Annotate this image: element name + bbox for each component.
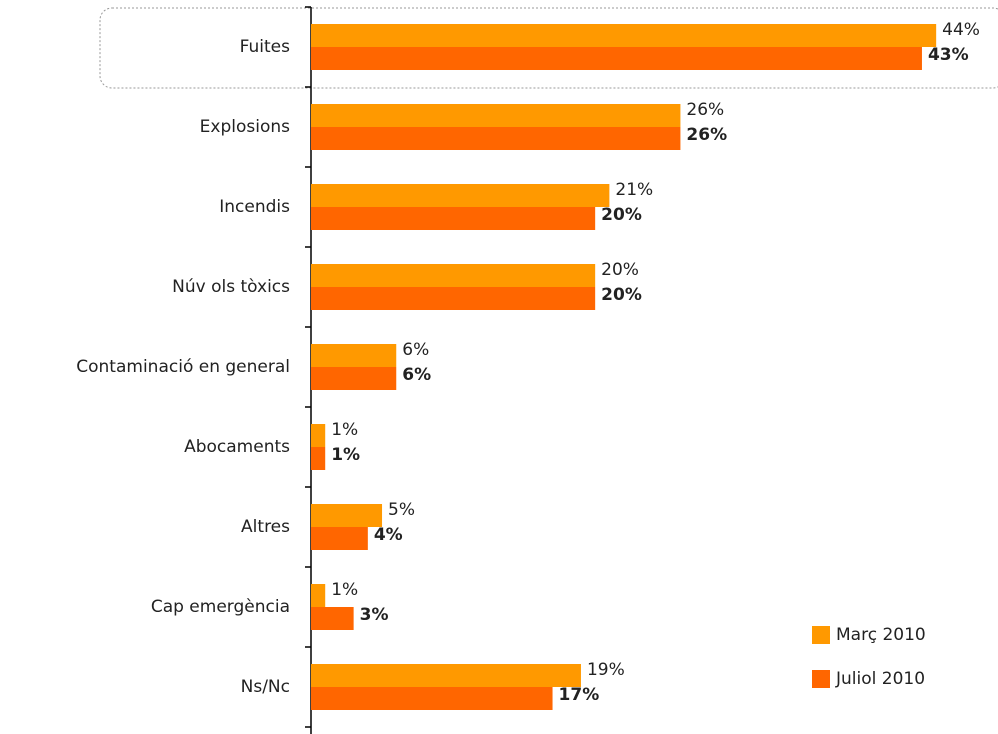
bar <box>311 287 596 310</box>
category-label: Fuites <box>240 37 290 57</box>
bar <box>311 607 354 630</box>
category-label: Cap emergència <box>151 597 290 617</box>
bar <box>311 664 581 687</box>
value-label: 20% <box>601 285 642 305</box>
legend-label: Març 2010 <box>836 625 926 645</box>
bar <box>311 104 681 127</box>
bar <box>311 584 326 607</box>
category-label: Incendis <box>219 197 290 217</box>
bar <box>311 367 397 390</box>
value-label: 1% <box>331 420 358 440</box>
bar <box>311 344 397 367</box>
legend-swatch <box>812 626 830 644</box>
bar <box>311 424 326 447</box>
bar <box>311 207 596 230</box>
value-label: 21% <box>615 180 653 200</box>
value-label: 20% <box>601 260 639 280</box>
bar <box>311 687 553 710</box>
value-label: 4% <box>374 525 403 545</box>
value-label: 1% <box>331 445 360 465</box>
highlight-box <box>99 7 998 89</box>
bar <box>311 47 922 70</box>
category-label: Ns/Nc <box>241 677 290 697</box>
legend-swatch <box>812 670 830 688</box>
value-label: 19% <box>587 660 625 680</box>
value-label: 5% <box>388 500 415 520</box>
category-label: Abocaments <box>184 437 290 457</box>
bar <box>311 527 368 550</box>
bar <box>311 127 681 150</box>
category-label: Explosions <box>200 117 290 137</box>
category-label: Contaminació en general <box>76 357 290 377</box>
value-label: 1% <box>331 580 358 600</box>
bar <box>311 504 383 527</box>
value-label: 43% <box>928 45 969 65</box>
value-label: 6% <box>402 365 431 385</box>
bar <box>311 447 326 470</box>
bar <box>311 24 937 47</box>
legend-label: Juliol 2010 <box>835 669 925 689</box>
value-label: 6% <box>402 340 429 360</box>
value-label: 44% <box>942 20 980 40</box>
value-label: 26% <box>686 125 727 145</box>
bar <box>311 264 596 287</box>
value-label: 17% <box>559 685 600 705</box>
value-label: 20% <box>601 205 642 225</box>
value-label: 26% <box>686 100 724 120</box>
bar <box>311 184 610 207</box>
value-label: 3% <box>360 605 389 625</box>
category-label: Núv ols tòxics <box>172 277 290 297</box>
category-label: Altres <box>241 517 290 537</box>
